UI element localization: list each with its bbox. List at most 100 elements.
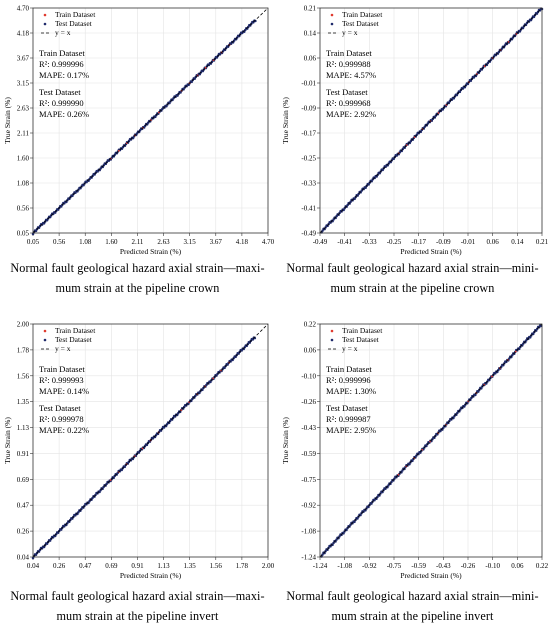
scatter-plot: 0.040.04 0.26 0.26 0.47 0.47 0.69 0.69 0.91 0.91…	[3, 321, 275, 581]
caption-line: mum strain at the pipeline crown	[55, 281, 220, 295]
x-tick-label: 3.15	[184, 238, 197, 246]
test-point	[534, 329, 538, 332]
test-point	[367, 183, 370, 186]
y-tick-label: 0.21	[304, 5, 317, 13]
legend-train-label: Train Dataset	[342, 326, 383, 335]
x-tick-label: 0.26	[53, 562, 66, 570]
plot-frame	[319, 323, 543, 558]
x-tick-label: 0.06	[487, 238, 500, 246]
train-metrics-heading: Train Dataset	[326, 48, 372, 58]
legend-test-marker	[330, 338, 334, 342]
test-point	[456, 411, 459, 415]
train-mape-value: MAPE: 0.17%	[39, 70, 89, 80]
y-tick-label: 0.04	[17, 554, 30, 562]
x-tick-label: -0.59	[411, 562, 426, 570]
x-tick-label: 4.18	[236, 238, 249, 246]
train-metrics-heading: Train Dataset	[39, 48, 85, 58]
test-point	[502, 45, 506, 49]
train-r2-value: R²: 0.999993	[39, 375, 84, 385]
test-point	[408, 462, 411, 466]
test-point	[463, 405, 466, 408]
caption-line: Normal fault geological hazard axial str…	[286, 261, 539, 275]
test-metrics-heading: Test Dataset	[39, 87, 81, 97]
y-tick-label: 1.13	[17, 424, 30, 432]
train-point	[109, 479, 112, 481]
y-tick-label: 0.06	[304, 55, 317, 63]
x-axis-label: Predicted Strain (%)	[120, 571, 182, 580]
test-point	[370, 179, 373, 183]
plot-frame	[32, 7, 269, 234]
y-tick-label: 2.00	[17, 321, 30, 329]
train-r2-value: R²: 0.999996	[326, 375, 371, 385]
y-tick-label: -0.25	[301, 155, 316, 163]
x-tick-label: -0.92	[362, 562, 377, 570]
x-tick-label: -1.08	[337, 562, 352, 570]
y-tick-label: 0.91	[17, 450, 30, 458]
test-point	[480, 387, 483, 390]
train-point	[141, 447, 144, 450]
test-point	[356, 194, 359, 197]
y-equals-x-line	[32, 323, 269, 558]
test-point	[529, 18, 533, 22]
legend-test-label: Test Dataset	[55, 19, 93, 28]
y-equals-x-line	[319, 323, 543, 558]
y-tick-label: 0.05	[17, 230, 30, 238]
train-point	[180, 409, 183, 411]
test-point	[466, 82, 470, 86]
test-point	[353, 197, 356, 201]
test-point	[441, 108, 445, 111]
caption-line: mum strain at the pipeline crown	[330, 281, 495, 295]
test-point	[425, 444, 428, 448]
y-tick-label: -0.43	[301, 424, 316, 432]
legend-train-marker	[43, 329, 47, 333]
test-point	[403, 467, 406, 471]
test-point	[356, 517, 359, 520]
x-tick-label: -0.01	[461, 238, 476, 246]
test-point	[447, 421, 450, 425]
test-point	[474, 393, 477, 397]
y-tick-label: 0.69	[17, 476, 30, 484]
test-point	[359, 191, 362, 194]
plot-frame	[32, 323, 269, 558]
train-r2-value: R²: 0.999996	[39, 59, 84, 69]
chart-panel-max-crown: 0.05 0.05 0.56 0.56 1.08 1.08 1.60 1.60 2.11 2.11…	[0, 0, 275, 316]
test-point	[486, 61, 490, 65]
x-tick-label: -0.75	[387, 562, 402, 570]
test-point	[364, 186, 367, 189]
test-point	[458, 410, 461, 413]
x-tick-label: -0.25	[387, 238, 402, 246]
test-point	[425, 124, 429, 127]
train-mape-value: MAPE: 1.30%	[326, 386, 376, 396]
x-tick-label: -0.33	[362, 238, 377, 246]
test-point	[518, 347, 521, 351]
test-point	[337, 536, 340, 540]
figure-caption: Normal fault geological hazard axial str…	[277, 258, 548, 298]
train-metrics-heading: Train Dataset	[39, 364, 85, 374]
test-point	[455, 93, 459, 97]
x-tick-label: -0.26	[461, 562, 476, 570]
test-point	[513, 34, 517, 38]
test-metrics-heading: Test Dataset	[326, 403, 368, 413]
test-point	[335, 538, 338, 541]
y-tick-label: 4.70	[17, 5, 30, 13]
y-tick-label: 3.15	[17, 80, 30, 88]
test-point	[326, 224, 329, 228]
y-tick-label: -0.33	[301, 180, 316, 188]
y-tick-label: -0.26	[301, 398, 316, 406]
legend-train-label: Train Dataset	[342, 10, 383, 19]
test-metrics-heading: Test Dataset	[326, 87, 368, 97]
y-axis-label: True Strain (%)	[3, 417, 12, 464]
y-tick-label: -0.75	[301, 476, 316, 484]
y-tick-label: 2.63	[17, 105, 30, 113]
legend-test-marker	[330, 22, 334, 26]
test-metrics-heading: Test Dataset	[39, 403, 81, 413]
test-point	[359, 513, 362, 517]
legend-test-label: Test Dataset	[342, 335, 380, 344]
test-point	[452, 97, 456, 100]
y-tick-label: -0.09	[301, 105, 316, 113]
test-point	[348, 525, 351, 528]
train-point	[157, 111, 160, 114]
test-point	[469, 79, 473, 82]
legend-test-marker	[43, 338, 47, 342]
